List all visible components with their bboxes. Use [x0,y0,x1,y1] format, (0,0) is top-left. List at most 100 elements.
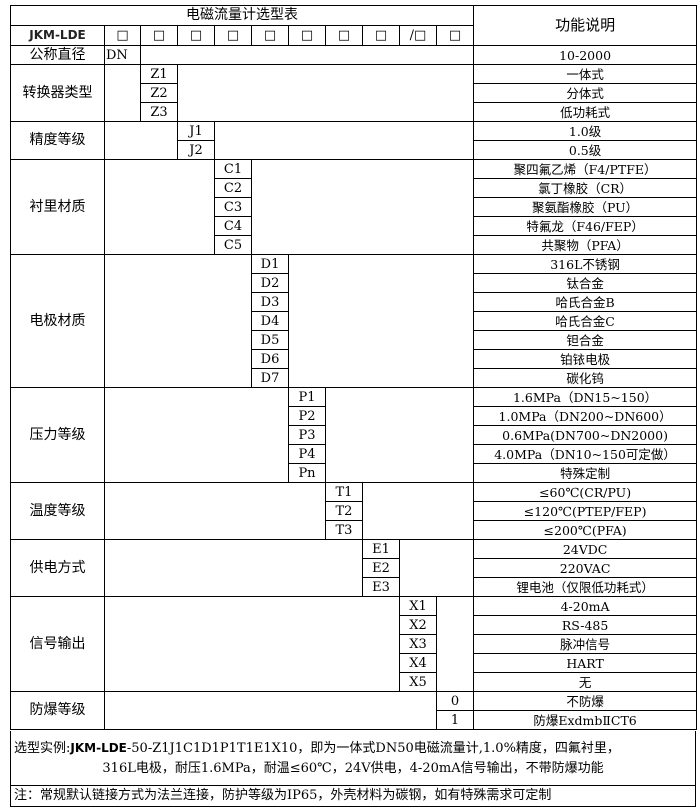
option-description: 氯丁橡胶（CR） [473,178,698,198]
option-code: P4 [288,444,326,464]
option-description: 铂铱电极 [473,349,698,369]
table-row: 1 防爆ExdmbⅡCT6 [11,710,698,730]
option-code: Z3 [140,102,178,122]
option-code: C5 [214,235,252,255]
table-row: T2 ≤120℃(PTEP/FEP) [11,501,698,521]
option-description: 分体式 [473,83,698,103]
option-code: 0 [435,691,475,711]
option-code: D3 [251,292,289,312]
table-row: 压力等级 P1 1.6MPa（DN15~150） [10,387,698,483]
group-label: 压力等级 [10,387,105,483]
table-row: 电极材质 D1 316L不锈钢 [10,254,698,388]
table-row: X3 脉冲信号 [11,634,698,654]
table-row: 防爆等级 0 不防爆 [10,691,698,730]
example-line2: 316L电极，耐压1.6MPa，耐温≤60℃，24V供电，4-20mA信号输出，… [102,761,604,776]
option-code: T3 [325,520,363,540]
option-code: P1 [288,387,326,407]
selection-table: 电磁流量计选型表 功能说明 JKM-LDE □ □ □ □ □ □ □ □/□ □ 公称直径 DN… [9,5,698,730]
option-code: E3 [362,577,400,597]
option-description: ≤200℃(PFA) [473,520,698,540]
option-code: X1 [399,596,437,616]
code-position-box: □ [140,25,178,46]
option-description: 哈氏合金B [473,292,698,312]
option-code: Pn [288,463,326,483]
option-description: 24VDC [473,539,698,559]
table-row: T3 ≤200℃(PFA) [11,520,698,540]
option-code: T2 [325,501,363,521]
option-description: 特氟龙（F46/FEP） [473,216,698,236]
code-position-box: □ [288,25,326,46]
option-description: 共聚物（PFA） [473,235,698,255]
option-code: E1 [362,539,400,559]
option-description: ≤60℃(CR/PU) [473,482,698,502]
table-row: D2 钛合金 [11,273,698,293]
option-code: Z1 [140,64,178,84]
code-position-box: □ [214,25,252,46]
option-description: ≤120℃(PTEP/FEP) [473,501,698,521]
option-description: HART [473,653,698,673]
option-description: 哈氏合金C [473,311,698,331]
group-label: 电极材质 [10,254,105,388]
option-description: 一体式 [473,64,698,84]
option-description: 0.6MPa(DN700~DN2000) [473,425,698,445]
option-code: D6 [251,349,289,369]
option-code: C4 [214,216,252,236]
note-text: 注：常规默认链接方式为法兰连接，防护等级为IP65，外壳材料为碳钢，如有特殊需求… [14,788,552,803]
option-description: 聚四氟乙烯（F4/PTFE） [473,159,698,179]
group-label: 公称直径 [10,45,105,65]
option-description: 220VAC [473,558,698,578]
option-code: D5 [251,330,289,350]
group-label: 信号输出 [10,596,105,692]
option-description: 1.0MPa（DN200~DN600） [473,406,698,426]
option-code: P3 [288,425,326,445]
model-prefix: JKM-LDE [10,25,105,46]
option-code: T1 [325,482,363,502]
option-code: Z2 [140,83,178,103]
example-line1: -50-Z1J1C1D1P1T1E1X10，即为一体式DN50电磁流量计,1.0… [126,741,620,756]
table-row: 信号输出 X1 4-20mA [10,596,698,692]
table-row: C5 共聚物（PFA） [11,235,698,255]
table-row: D3 哈氏合金B [11,292,698,312]
blank-cell [361,482,475,540]
blank-cell [398,539,475,597]
code-position-box: □ [435,25,475,46]
group-label: 精度等级 [10,121,105,160]
blank-cell [104,387,289,483]
option-description: 316L不锈钢 [473,254,698,274]
table-row: 转换器类型 Z1 一体式 [10,64,698,122]
option-code: C1 [214,159,252,179]
table-row: X5 无 [11,672,698,692]
table-row: 公称直径 DN 10-2000 [10,45,698,65]
option-description: 锂电池（仅限低功耗式） [473,577,698,597]
blank-cell [176,64,475,122]
option-code: D4 [251,311,289,331]
code-position-box: □ [362,25,400,46]
notes-section: 选型实例:JKM-LDE-50-Z1J1C1D1P1T1E1X10，即为一体式D… [10,731,696,807]
option-description: 特殊定制 [473,463,698,483]
table-row: X4 HART [11,653,698,673]
group-label: 防爆等级 [10,691,105,730]
option-description: 脉冲信号 [473,634,698,654]
option-code: X4 [399,653,437,673]
option-description: 1.6MPa（DN15~150） [473,387,698,407]
code-position-box: □ [251,25,289,46]
option-description: 1.0级 [473,121,698,141]
code-position-box: /□ [399,25,437,46]
table-row: 温度等级 T1 ≤60℃(CR/PU) [10,482,698,540]
option-code: X3 [399,634,437,654]
table-title: 电磁流量计选型表 [9,5,475,26]
option-code: C2 [214,178,252,198]
selection-example: 选型实例:JKM-LDE-50-Z1J1C1D1P1T1E1X10，即为一体式D… [11,731,695,786]
option-description: 4.0MPa（DN10~150可定做） [473,444,698,464]
blank-cell [104,159,215,255]
table-row: C3 聚氨酯橡胶（PU） [11,197,698,217]
table-row: Pn 特殊定制 [11,463,698,483]
option-code: J2 [177,140,215,160]
table-row: 衬里材质 C1 聚四氟乙烯（F4/PTFE） [10,159,698,255]
option-description: 10-2000 [473,45,698,65]
option-code: X5 [399,672,437,692]
blank-cell [104,691,437,730]
option-code: C3 [214,197,252,217]
table-row: 精度等级 J1 1.0级 [10,121,698,160]
example-prefix: 选型实例: [14,741,71,756]
